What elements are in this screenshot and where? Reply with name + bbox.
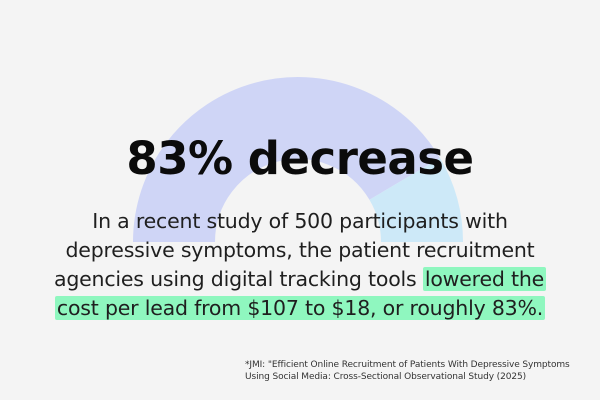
study-line-2: depressive symptoms, the patient recruit… bbox=[65, 238, 535, 262]
highlighted-result-start: lowered the bbox=[422, 267, 547, 291]
footnote-line-2: Using Social Media: Cross-Sectional Obse… bbox=[245, 372, 527, 382]
source-footnote: *JMI: "Efficient Online Recruitment of P… bbox=[245, 359, 590, 383]
headline: 83% decrease bbox=[126, 132, 474, 185]
footnote-line-1: *JMI: "Efficient Online Recruitment of P… bbox=[245, 360, 570, 370]
gauge-primary-arc bbox=[133, 77, 440, 244]
study-line-3-text: agencies using digital tracking tools bbox=[53, 267, 423, 291]
gauge-remainder-arc bbox=[368, 158, 463, 244]
study-description: In a recent study of 500 participants wi… bbox=[0, 207, 600, 323]
study-line-1: In a recent study of 500 participants wi… bbox=[92, 209, 508, 233]
highlighted-result-end: cost per lead from $107 to $18, or rough… bbox=[54, 296, 546, 320]
study-line-4: cost per lead from $107 to $18, or rough… bbox=[0, 294, 600, 323]
study-line-3: agencies using digital tracking tools lo… bbox=[0, 265, 600, 294]
